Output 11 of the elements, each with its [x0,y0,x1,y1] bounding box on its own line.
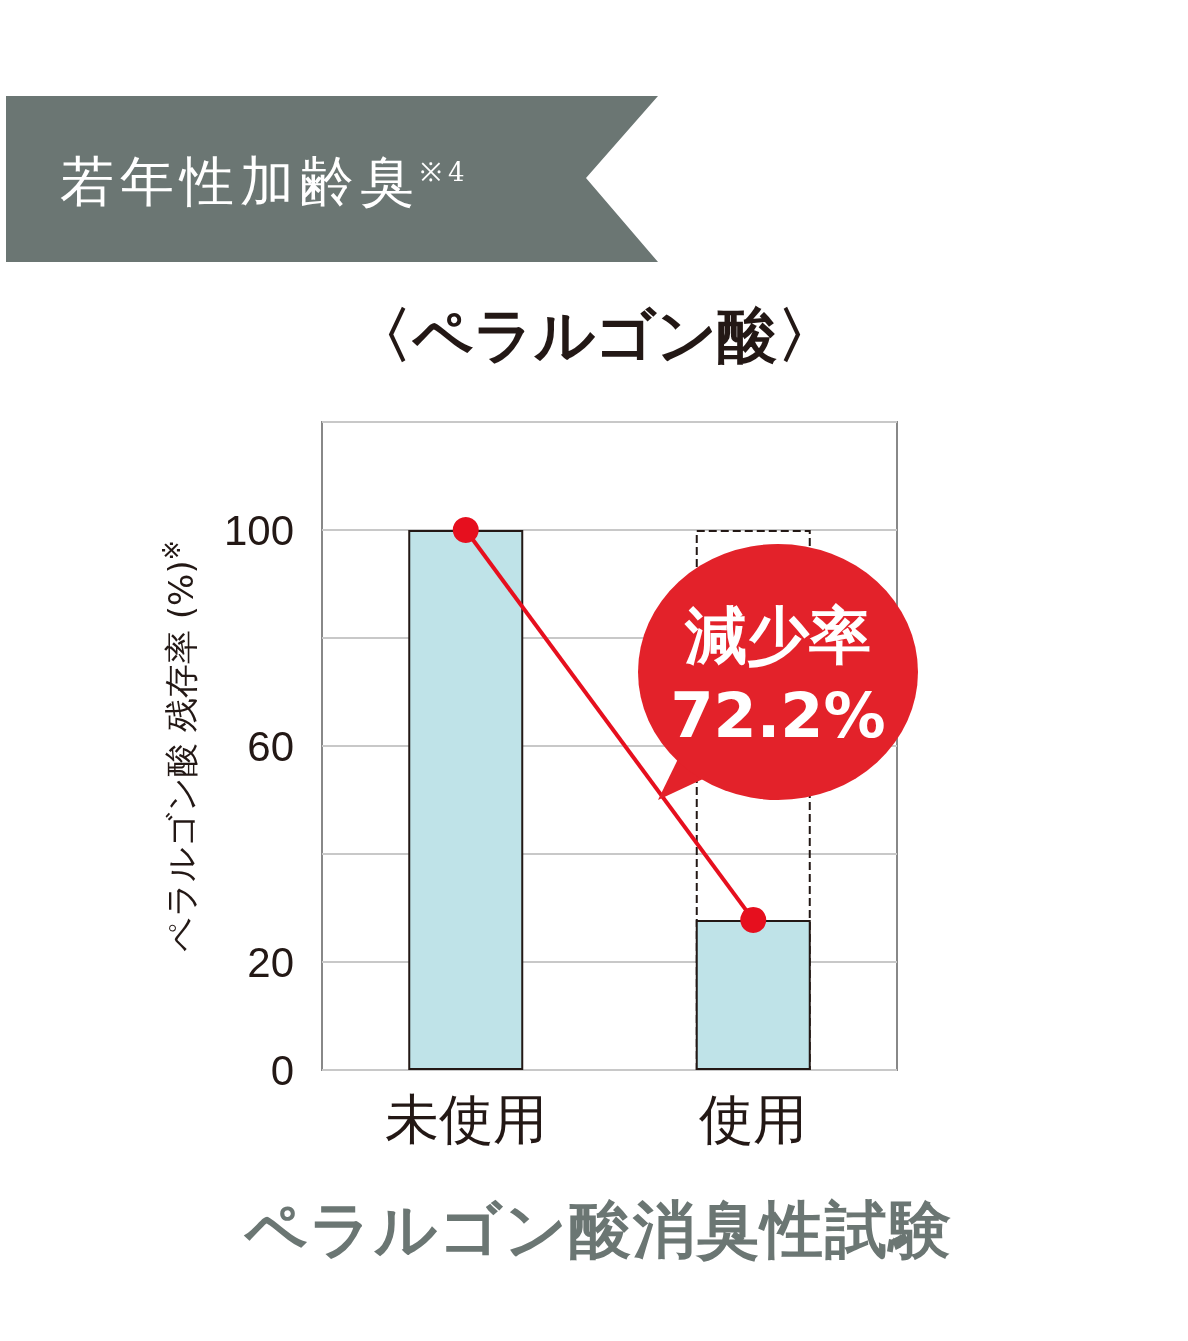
text: ペラルゴン酸消臭性試験 [242,1192,954,1268]
x-tick-label: 未使用 [384,1087,547,1151]
y-tick-label: 20 [247,938,294,986]
y-axis-title: ペラルゴン酸 残存率 (%)※ [158,540,201,952]
chart-subtitle: 若年性加齢臭$^{※4}$ [60,149,471,215]
y-tick-label: 0 [270,1046,294,1094]
chart-title: 〈ペラルゴン酸〉 [351,300,837,370]
annotation: 減少率 72.2% [669,598,887,754]
x-tick-label: 使用 [699,1087,808,1151]
y-tick-label: 100 [223,506,294,554]
y-tick-label: 60 [247,722,294,770]
